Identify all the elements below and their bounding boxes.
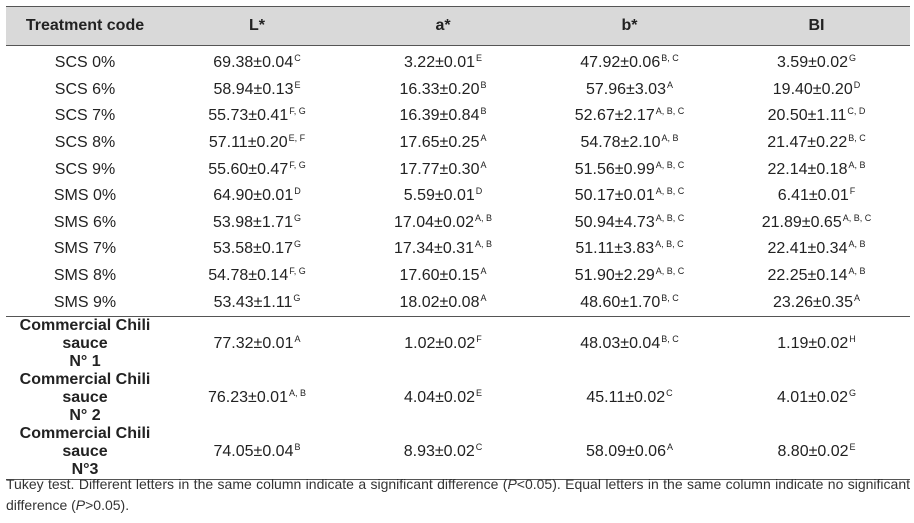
a-value: 16.39±0.84B: [399, 106, 487, 125]
bi-value: 22.14±0.18A, B: [767, 159, 866, 178]
color-parameters-table: Treatment code L* a* b* BI SCS 0% 69.38±…: [6, 6, 910, 480]
bi-value: 22.25±0.14A, B: [767, 266, 866, 285]
b-value: 51.11±3.83A, B, C: [575, 239, 684, 258]
l-value: 58.94±0.13E: [213, 79, 301, 98]
treatment-code: SCS 0%: [54, 54, 116, 72]
bi-value: 22.41±0.34A, B: [767, 239, 866, 258]
a-value: 4.04±0.02E: [403, 387, 483, 406]
b-value: 51.56±0.99A, B, C: [574, 159, 685, 178]
bi-value: 8.80±0.02E: [723, 424, 910, 480]
b-value: 51.90±2.29A, B, C: [574, 266, 685, 285]
b-value: 52.67±2.17A, B, C: [574, 106, 685, 125]
a-value: 5.59±0.01D: [403, 186, 483, 205]
a-value: 16.33±0.20B: [399, 79, 487, 98]
a-value: 8.93±0.02C: [350, 424, 536, 480]
treatment-code: SMS 6%: [53, 213, 117, 231]
table-row: SCS 0% 69.38±0.04C 3.22±0.01E 47.92±0.06…: [6, 46, 910, 77]
header-b: b*: [536, 6, 723, 46]
treatment-code: SCS 8%: [54, 134, 116, 152]
a-value: 17.34±0.31A, B: [394, 239, 492, 258]
l-value: 53.58±0.17G: [213, 239, 301, 258]
b-value: 48.03±0.04B, C: [536, 315, 723, 371]
b-value: 45.11±0.02C: [586, 387, 673, 406]
b-value: 58.09±0.06A: [536, 424, 723, 480]
b-value: 50.94±4.73A, B, C: [574, 212, 685, 231]
treatment-code: SMS 9%: [53, 293, 117, 311]
a-value: 17.65±0.25A: [399, 133, 487, 152]
treatment-code: SCS 9%: [54, 160, 116, 178]
treatment-code: Commercial Chili sauce N° 1: [6, 315, 164, 371]
l-value: 69.38±0.04C: [213, 53, 301, 72]
bi-value: 21.89±0.65A, B, C: [761, 212, 872, 231]
header-treatment-code: Treatment code: [6, 6, 164, 46]
b-value: 47.92±0.06B, C: [580, 53, 679, 72]
header-row: Treatment code L* a* b* BI: [6, 6, 910, 46]
l-value: 55.60±0.47F, G: [208, 159, 306, 178]
b-value: 57.96±3.03A: [586, 79, 673, 98]
l-value: 53.43±1.11G: [213, 292, 301, 311]
commercial-row: Commercial Chili sauce N°3 74.05±0.04B 8.…: [6, 424, 910, 480]
treatment-code: SMS 7%: [53, 240, 117, 258]
a-value: 1.02±0.02F: [350, 315, 536, 371]
bi-value: 4.01±0.02G: [776, 387, 857, 406]
header-bi: BI: [723, 6, 910, 46]
table-footnote: Tukey test. Different letters in the sam…: [6, 476, 910, 513]
b-value: 54.78±2.10A, B: [580, 133, 679, 152]
treatment-code: Commercial Chili sauce N° 2: [19, 370, 151, 424]
header-a: a*: [350, 6, 536, 46]
bi-value: 20.50±1.11C, D: [767, 106, 866, 125]
header-l: L*: [164, 6, 350, 46]
l-value: 64.90±0.01D: [213, 186, 301, 205]
table-row: SMS 8% 54.78±0.14F, G 17.60±0.15A 51.90±…: [6, 263, 910, 290]
treatment-code: SCS 6%: [54, 80, 116, 98]
b-value: 48.60±1.70B, C: [580, 292, 679, 311]
treatment-code: Commercial Chili sauce N°3: [6, 424, 164, 480]
a-value: 3.22±0.01E: [403, 53, 483, 72]
treatment-code: SMS 8%: [53, 267, 117, 285]
table-row: SMS 6% 53.98±1.71G 17.04±0.02A, B 50.94±…: [6, 210, 910, 237]
b-value: 50.17±0.01A, B, C: [574, 186, 685, 205]
a-value: 17.04±0.02A, B: [394, 212, 492, 231]
table-row: SMS 0% 64.90±0.01D 5.59±0.01D 50.17±0.01…: [6, 183, 910, 210]
bi-value: 6.41±0.01F: [777, 186, 856, 205]
bi-value: 3.59±0.02G: [776, 53, 857, 72]
l-value: 74.05±0.04B: [164, 424, 350, 480]
bi-value: 19.40±0.20D: [772, 79, 861, 98]
l-value: 54.78±0.14F, G: [208, 266, 306, 285]
table-row: SCS 9% 55.60±0.47F, G 17.77±0.30A 51.56±…: [6, 156, 910, 183]
l-value: 57.11±0.20E, F: [208, 133, 306, 152]
table-row: SMS 7% 53.58±0.17G 17.34±0.31A, B 51.11±…: [6, 236, 910, 263]
commercial-row: Commercial Chili sauce N° 1 77.32±0.01A 1…: [6, 315, 910, 371]
a-value: 18.02±0.08A: [399, 292, 487, 311]
table-row: SCS 8% 57.11±0.20E, F 17.65±0.25A 54.78±…: [6, 130, 910, 157]
l-value: 77.32±0.01A: [164, 315, 350, 371]
treatment-code: SCS 7%: [54, 107, 116, 125]
bi-value: 21.47±0.22B, C: [767, 133, 866, 152]
l-value: 76.23±0.01A, B: [208, 387, 306, 406]
commercial-row: Commercial Chili sauce N° 2 76.23±0.01A, …: [6, 371, 910, 425]
table-row: SCS 7% 55.73±0.41F, G 16.39±0.84B 52.67±…: [6, 103, 910, 130]
table-row: SCS 6% 58.94±0.13E 16.33±0.20B 57.96±3.0…: [6, 77, 910, 104]
bi-value: 1.19±0.02H: [723, 315, 910, 371]
treatment-code: SMS 0%: [53, 187, 117, 205]
table-row: SMS 9% 53.43±1.11G 18.02±0.08A 48.60±1.7…: [6, 289, 910, 316]
bi-value: 23.26±0.35A: [773, 292, 860, 311]
l-value: 55.73±0.41F, G: [208, 106, 306, 125]
l-value: 53.98±1.71G: [213, 212, 301, 231]
a-value: 17.77±0.30A: [399, 159, 487, 178]
a-value: 17.60±0.15A: [399, 266, 487, 285]
